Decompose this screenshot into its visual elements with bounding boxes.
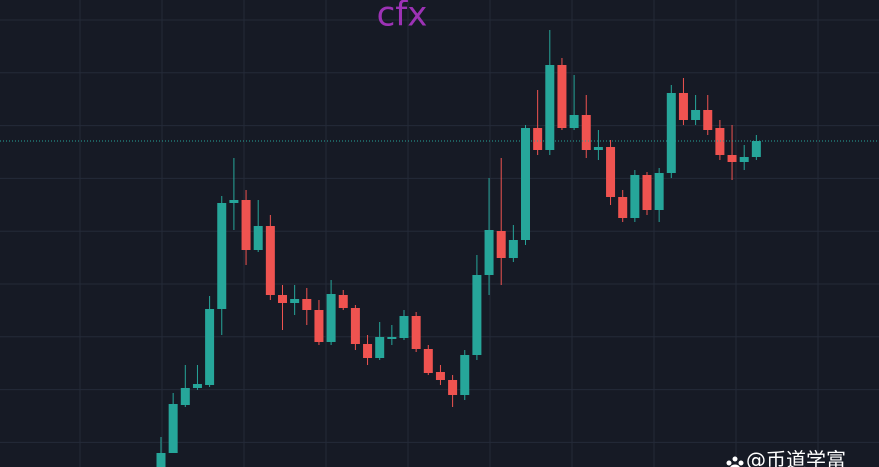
candle-body bbox=[253, 226, 263, 250]
candle-body bbox=[302, 299, 312, 310]
candle-body bbox=[678, 93, 688, 120]
candle-body bbox=[399, 316, 409, 338]
candle-body bbox=[484, 230, 494, 275]
candle-body bbox=[205, 309, 215, 385]
chart-title: cfx bbox=[377, 0, 428, 35]
candle-body bbox=[411, 316, 421, 349]
candle-body bbox=[290, 299, 300, 303]
candle-body bbox=[691, 110, 701, 120]
candle-body bbox=[460, 355, 470, 395]
candle-body bbox=[156, 453, 166, 467]
candle-body bbox=[751, 141, 761, 157]
candle-body bbox=[715, 128, 725, 155]
candle-body bbox=[435, 372, 445, 380]
candle-body bbox=[557, 65, 567, 128]
candle-body bbox=[448, 380, 458, 395]
candle-body bbox=[265, 226, 275, 295]
candle-body bbox=[630, 175, 640, 218]
candle-body bbox=[363, 344, 373, 358]
candle-body bbox=[278, 295, 287, 303]
candle-body bbox=[168, 404, 178, 453]
watermark: @币道学富 bbox=[746, 448, 846, 467]
candle-body bbox=[739, 157, 749, 162]
candle-body bbox=[569, 115, 579, 128]
candle-body bbox=[217, 203, 227, 309]
candle-body bbox=[338, 295, 348, 308]
candle-body bbox=[727, 155, 737, 162]
candle-body bbox=[703, 110, 713, 130]
candle-body bbox=[618, 197, 628, 218]
candle-body bbox=[533, 128, 543, 150]
candle-body bbox=[606, 147, 616, 197]
candle-body bbox=[350, 308, 360, 344]
candle-body bbox=[180, 388, 190, 405]
candle-body bbox=[545, 65, 555, 150]
candle-body bbox=[229, 200, 239, 203]
candle-body bbox=[666, 93, 676, 173]
candle-body bbox=[192, 384, 202, 388]
candle-body bbox=[241, 200, 251, 250]
candle-body bbox=[375, 337, 385, 358]
candle-body bbox=[326, 294, 336, 342]
candle-body bbox=[593, 147, 603, 150]
candle-body bbox=[496, 231, 506, 258]
candle-body bbox=[423, 349, 433, 373]
candle-body bbox=[521, 128, 530, 240]
candles bbox=[0, 30, 879, 467]
candle-body bbox=[581, 115, 591, 150]
candle-body bbox=[642, 175, 652, 210]
candle-body bbox=[654, 173, 664, 210]
candle-body bbox=[472, 275, 482, 355]
candle-body bbox=[314, 310, 324, 342]
watermark-icon bbox=[726, 456, 744, 467]
candle-body bbox=[387, 337, 397, 339]
candle-body bbox=[508, 240, 518, 258]
